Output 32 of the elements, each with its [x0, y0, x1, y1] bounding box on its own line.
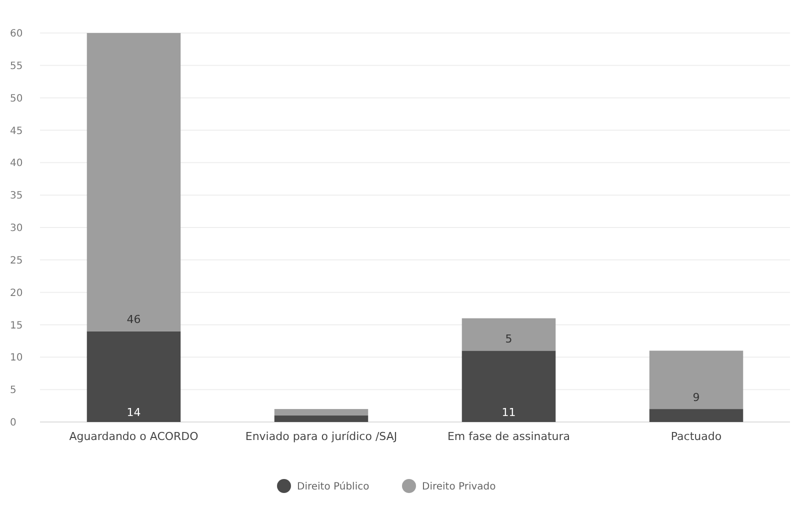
- bar: [462, 318, 556, 351]
- x-tick-label: Em fase de assinatura: [447, 430, 570, 443]
- y-tick-label: 45: [10, 126, 23, 137]
- data-label: 46: [126, 313, 141, 326]
- bar: [274, 409, 368, 416]
- data-label: 11: [502, 406, 516, 419]
- bar: [86, 331, 181, 422]
- bar: [649, 350, 744, 410]
- y-tick-label: 5: [10, 385, 16, 396]
- bar: [462, 350, 556, 422]
- bar: [649, 409, 744, 422]
- data-label: 5: [505, 332, 512, 346]
- data-label: 9: [692, 391, 700, 404]
- legend-label: Direito Privado: [422, 482, 496, 492]
- x-tick-label: Aguardando o ACORDO: [69, 430, 199, 443]
- y-tick-label: 50: [10, 93, 23, 104]
- y-tick-label: 30: [10, 223, 23, 234]
- data-label: 14: [126, 406, 141, 419]
- y-tick-label: 15: [10, 320, 23, 332]
- legend-label: Direito Público: [297, 482, 370, 492]
- y-tick-label: 60: [10, 28, 23, 40]
- y-tick-label: 0: [10, 418, 16, 428]
- y-tick-label: 55: [10, 60, 23, 72]
- x-tick-label: Enviado para o jurídico /SAJ: [245, 430, 398, 443]
- y-tick-label: 40: [10, 158, 23, 170]
- bar: [86, 33, 181, 332]
- y-tick-label: 20: [10, 288, 23, 299]
- y-tick-label: 10: [10, 352, 23, 364]
- x-tick-label: Pactuado: [670, 430, 722, 443]
- bar: [274, 416, 368, 422]
- y-tick-label: 25: [10, 255, 23, 266]
- y-tick-label: 35: [10, 190, 23, 202]
